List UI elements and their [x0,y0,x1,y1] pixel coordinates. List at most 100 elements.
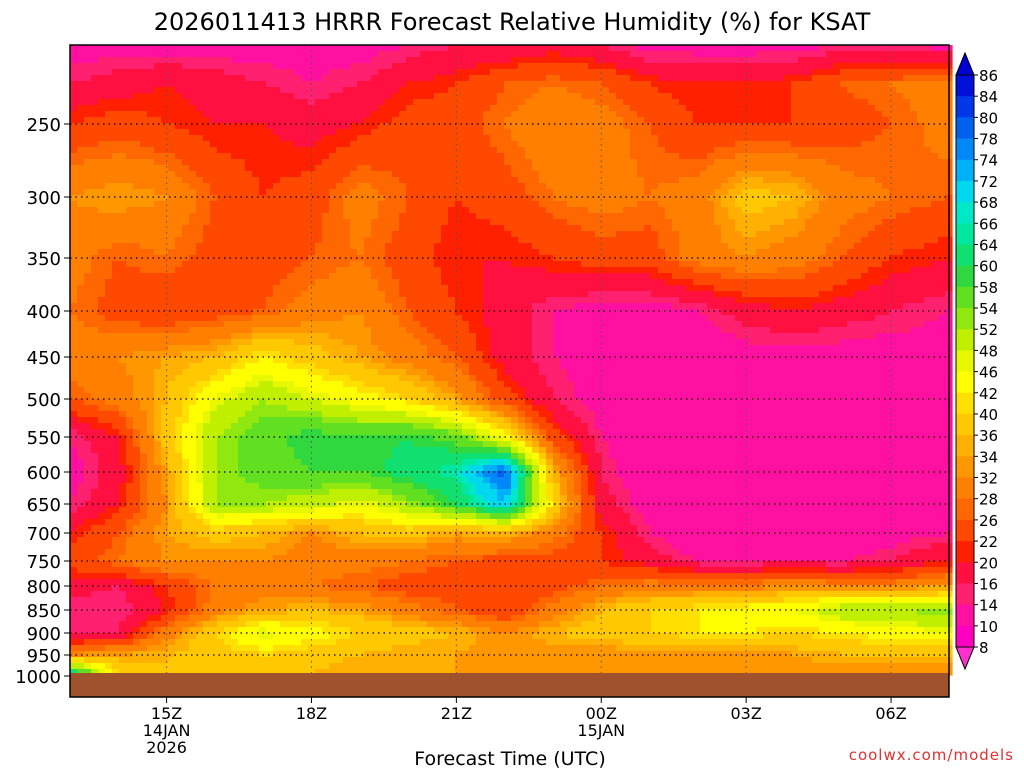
rh-cell [518,207,526,214]
rh-cell [784,123,792,130]
rh-cell [266,189,274,196]
rh-cell [343,99,351,106]
rh-cell [70,69,78,76]
rh-cell [700,249,708,256]
rh-cell [917,135,925,142]
rh-cell [140,45,148,52]
rh-cell [357,69,365,76]
rh-cell [308,237,316,244]
rh-cell [322,249,330,256]
rh-cell [910,243,918,250]
rh-cell [574,111,582,118]
rh-cell [840,207,848,214]
rh-cell [245,57,253,64]
rh-cell [868,93,876,100]
rh-cell [637,63,645,70]
rh-cell [98,261,106,268]
rh-cell [924,69,932,76]
rh-cell [462,195,470,202]
rh-cell [217,105,225,112]
rh-cell [910,273,918,280]
rh-cell [154,237,162,244]
rh-cell [105,63,113,70]
rh-cell [133,183,141,190]
rh-cell [861,129,869,136]
rh-cell [175,279,183,286]
rh-cell [602,237,610,244]
rh-cell [231,141,239,148]
rh-cell [364,129,372,136]
rh-cell [434,267,442,274]
rh-cell [175,135,183,142]
rh-cell [455,177,463,184]
rh-cell [280,189,288,196]
rh-cell [322,99,330,106]
rh-cell [154,69,162,76]
rh-cell [644,231,652,238]
rh-cell [889,63,897,70]
rh-cell [770,141,778,148]
rh-cell [448,141,456,148]
rh-cell [728,273,736,280]
rh-cell [728,81,736,88]
rh-cell [595,99,603,106]
rh-cell [539,129,547,136]
rh-cell [784,219,792,226]
rh-cell [98,93,106,100]
rh-cell [896,177,904,184]
rh-cell [777,99,785,106]
rh-cell [763,183,771,190]
rh-cell [441,51,449,58]
rh-cell [917,69,925,76]
rh-cell [567,129,575,136]
rh-cell [140,243,148,250]
rh-cell [420,81,428,88]
rh-cell [434,45,442,52]
rh-cell [119,69,127,76]
rh-cell [581,243,589,250]
rh-cell [259,57,267,64]
rh-cell [469,165,477,172]
rh-cell [931,153,939,160]
rh-cell [280,273,288,280]
rh-cell [861,141,869,148]
rh-cell [623,57,631,64]
rh-cell [861,63,869,70]
rh-cell [749,249,757,256]
rh-cell [140,123,148,130]
rh-cell [70,279,78,286]
rh-cell [399,99,407,106]
rh-cell [329,237,337,244]
rh-cell [574,123,582,130]
rh-cell [931,171,939,178]
rh-cell [791,159,799,166]
rh-cell [665,51,673,58]
rh-cell [497,111,505,118]
rh-cell [140,159,148,166]
rh-cell [910,111,918,118]
rh-cell [413,189,421,196]
rh-cell [700,213,708,220]
rh-cell [847,87,855,94]
rh-cell [896,267,904,274]
rh-cell [504,267,512,274]
rh-cell [938,273,946,280]
rh-cell [168,231,176,238]
rh-cell [763,135,771,142]
rh-cell [539,225,547,232]
rh-cell [154,249,162,256]
rh-cell [112,105,120,112]
rh-cell [938,237,946,244]
rh-cell [168,123,176,130]
rh-cell [84,45,92,52]
rh-cell [735,57,743,64]
rh-cell [364,159,372,166]
rh-cell [217,219,225,226]
rh-cell [882,219,890,226]
rh-cell [126,231,134,238]
rh-cell [903,147,911,154]
rh-cell [595,213,603,220]
rh-cell [560,87,568,94]
rh-cell [245,105,253,112]
rh-cell [609,129,617,136]
